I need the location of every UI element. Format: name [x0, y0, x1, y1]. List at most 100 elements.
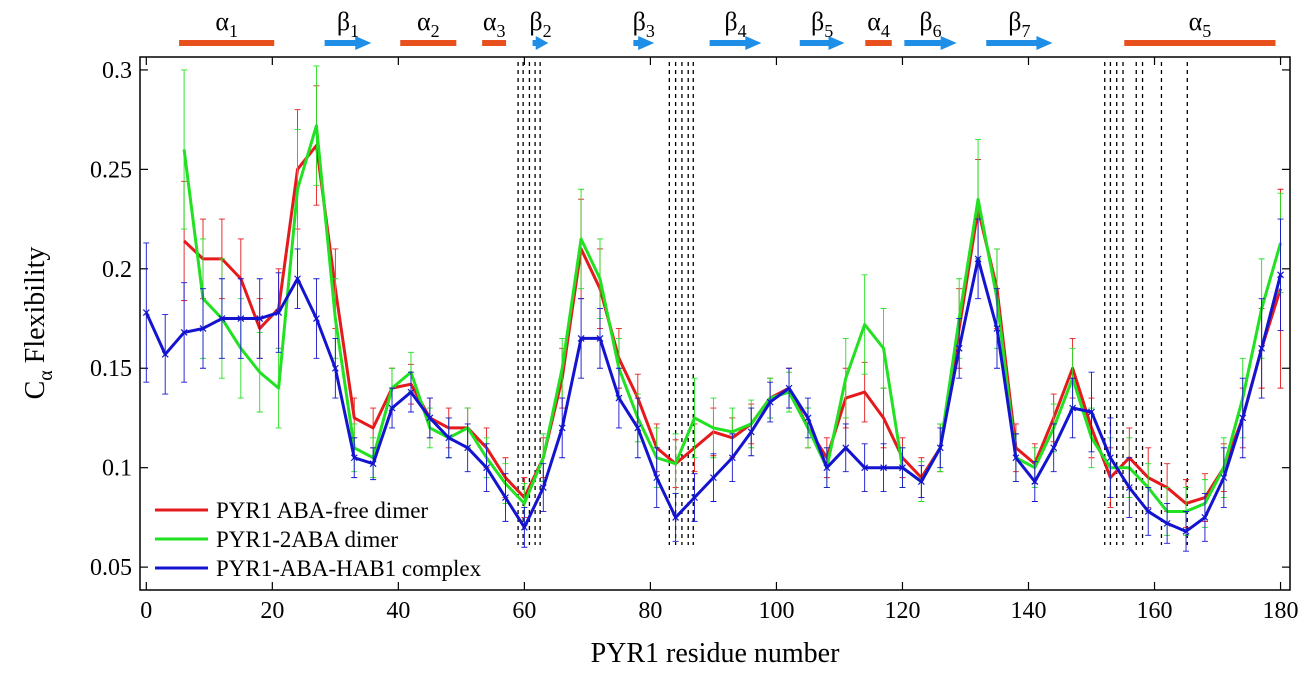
point-marker — [1258, 344, 1266, 352]
point-marker — [539, 484, 547, 492]
series-line — [182, 124, 1282, 513]
strand-arrow — [986, 36, 1053, 50]
structure-label: β4 — [724, 7, 746, 41]
structure-symbol: β — [919, 7, 932, 36]
point-marker — [1069, 404, 1077, 412]
point-marker — [313, 315, 320, 322]
structure-index: 4 — [881, 21, 890, 41]
point-marker — [558, 424, 566, 432]
point-marker — [1239, 414, 1247, 422]
strand-arrow — [904, 36, 957, 50]
structure-label: α1 — [215, 7, 238, 41]
helix-bar — [400, 40, 457, 46]
structure-label: α4 — [867, 7, 890, 41]
point-marker — [861, 464, 869, 472]
structure-index: 6 — [933, 21, 942, 41]
structure-index: 1 — [350, 21, 359, 41]
point-marker — [350, 454, 358, 462]
point-marker — [256, 315, 264, 322]
structure-symbol: β — [633, 7, 646, 36]
point-marker — [1182, 527, 1190, 535]
point-marker — [445, 434, 453, 442]
point-marker — [710, 474, 717, 482]
point-marker — [615, 394, 623, 402]
strand-arrow — [532, 36, 549, 50]
point-marker — [1201, 513, 1209, 521]
y-tick-label: 0.1 — [102, 456, 132, 482]
point-marker — [520, 523, 528, 531]
point-marker — [483, 464, 490, 472]
structure-label: β2 — [529, 7, 551, 41]
plot-frame — [139, 56, 1291, 591]
point-marker — [747, 428, 755, 436]
point-marker — [936, 444, 944, 452]
y-label-sub: α — [35, 370, 57, 381]
strand-arrow — [324, 36, 372, 50]
point-marker — [880, 464, 887, 472]
point-marker — [842, 444, 850, 452]
structure-index: 5 — [824, 21, 833, 41]
helix-bar — [1124, 40, 1276, 46]
point-marker — [1031, 478, 1039, 486]
structure-symbol: β — [529, 7, 542, 36]
point-marker — [218, 315, 226, 322]
point-marker — [1220, 474, 1228, 482]
point-marker — [728, 454, 736, 462]
structure-symbol: α — [1189, 7, 1203, 36]
x-tick-label: 0 — [140, 598, 152, 624]
structure-symbol: β — [811, 7, 824, 36]
structure-symbol: β — [724, 7, 737, 36]
structure-symbol: α — [417, 7, 431, 36]
x-tick-label: 180 — [1263, 598, 1299, 624]
point-marker — [369, 460, 377, 468]
point-marker — [1088, 408, 1095, 416]
point-marker — [691, 494, 698, 501]
point-marker — [596, 334, 604, 342]
point-marker — [785, 384, 793, 392]
point-marker — [672, 513, 680, 521]
x-tick-label: 100 — [758, 598, 794, 624]
point-marker — [1125, 484, 1133, 492]
y-tick-label: 0.25 — [90, 157, 132, 183]
point-marker — [407, 388, 415, 396]
y-tick-label: 0.05 — [90, 555, 132, 581]
structure-label: β7 — [1008, 7, 1030, 41]
legend-label: PYR1-2ABA dimer — [216, 527, 398, 552]
y-label-main: C — [20, 381, 51, 400]
structure-index: 1 — [229, 21, 238, 41]
point-marker — [1012, 454, 1020, 462]
x-tick-label: 60 — [512, 598, 536, 624]
y-tick-label: 0.15 — [90, 356, 132, 382]
structure-label: α5 — [1189, 7, 1212, 41]
x-tick-label: 80 — [638, 598, 662, 624]
structure-symbol: α — [867, 7, 881, 36]
strand-arrow — [633, 36, 655, 50]
point-marker — [766, 398, 774, 406]
structure-index: 2 — [543, 21, 552, 41]
helix-bar — [865, 40, 892, 46]
point-marker — [577, 334, 585, 342]
helix-bar — [482, 40, 507, 46]
structure-label: α3 — [483, 7, 506, 41]
x-tick-label: 140 — [1010, 598, 1046, 624]
legend-label: PYR1 ABA-free dimer — [216, 498, 428, 523]
structure-label: β5 — [811, 7, 833, 41]
point-marker — [502, 494, 509, 501]
point-marker — [1277, 271, 1284, 279]
x-tick-label: 120 — [884, 598, 920, 624]
x-tick-label: 160 — [1137, 598, 1173, 624]
point-marker — [993, 325, 1001, 332]
y-axis-label: Cα Flexibility — [20, 247, 57, 400]
structure-symbol: α — [483, 7, 497, 36]
x-tick-label: 40 — [386, 598, 410, 624]
point-marker — [1106, 454, 1114, 462]
y-label-rest: Flexibility — [20, 247, 51, 371]
structure-label: β3 — [633, 7, 655, 41]
point-marker — [426, 414, 434, 422]
strand-arrow — [709, 36, 762, 50]
point-marker — [804, 414, 812, 422]
point-marker — [634, 424, 642, 432]
y-tick-label: 0.3 — [102, 58, 132, 84]
point-marker — [275, 309, 283, 316]
